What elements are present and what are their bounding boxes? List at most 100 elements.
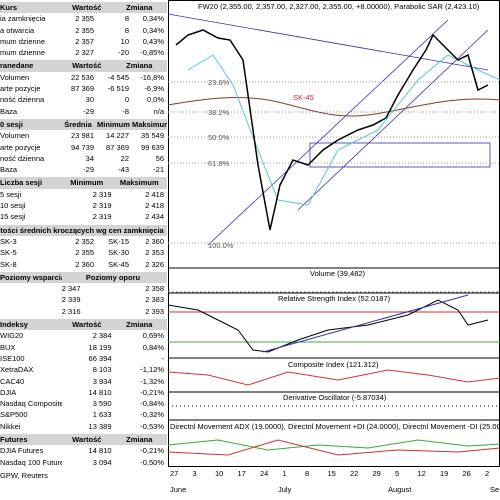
cell: DJIA xyxy=(0,387,17,397)
cell: 2 319 xyxy=(92,189,112,199)
cell: 14 227 xyxy=(106,131,129,141)
cell: ność dzienna xyxy=(0,153,45,163)
axis-label: 22 xyxy=(350,469,358,478)
fib-label: 61.8% xyxy=(208,159,230,168)
axis-label: 10 xyxy=(215,469,223,478)
cell: -0,85% xyxy=(140,48,164,58)
cell: -6,9% xyxy=(144,84,164,94)
axis-label: August xyxy=(388,485,412,494)
axis-label: 24 xyxy=(260,469,268,478)
header-cell: Poziomy oporu xyxy=(85,272,141,282)
cell: -29 xyxy=(83,106,94,116)
section-header: Kurs Wartość Zmiana xyxy=(0,2,167,14)
table-row: CAC40 3 934 -1,32% xyxy=(0,376,167,387)
cell: 22 536 xyxy=(71,72,94,82)
cell: 99 639 xyxy=(141,142,164,152)
cell: -21 xyxy=(153,165,164,175)
fib-label: 50.0% xyxy=(208,133,230,142)
cell: 14 810 xyxy=(88,387,112,397)
cell: 2 327 xyxy=(75,48,94,58)
axis-label: 26 xyxy=(463,469,471,478)
cell: -20 xyxy=(118,48,129,58)
cell: 2 316 xyxy=(61,306,81,316)
cell: 13 389 xyxy=(88,421,112,431)
cell: 1 633 xyxy=(92,410,112,420)
cell: 10 sesji xyxy=(0,201,26,211)
axis-label: 1 xyxy=(283,469,287,478)
table-row: DJIA 14 810 -0,21% xyxy=(0,387,167,398)
table-row: Baza -29 -8 n/a xyxy=(0,106,167,117)
cell: -1,12% xyxy=(140,365,164,375)
table-row: 10 sesji 2 319 2 418 xyxy=(0,200,167,211)
cell: 0,34% xyxy=(142,25,164,35)
cell: 94 739 xyxy=(71,142,94,152)
cell: mum dzienne xyxy=(0,48,46,58)
cell: 2 384 xyxy=(92,331,112,341)
x-axis: 27 3 10 17 24 1 8 15 22 29 5 12 19 26 2 June July August S… xyxy=(170,469,499,494)
cell: 2 355 xyxy=(75,25,94,35)
table-row: SK-5 2 355 SK-30 2 353 xyxy=(0,247,167,258)
cell: 2 352 xyxy=(75,236,94,246)
cell: -6 519 xyxy=(107,84,129,94)
table-row: mum dzienne 2 357 10 0,43% xyxy=(0,36,167,47)
cell: -0,21% xyxy=(140,387,164,397)
cell: -1,32% xyxy=(140,376,164,386)
header-cell: tości średnich kroczących wg cen zamknię… xyxy=(0,225,164,235)
header-cell: Wartość xyxy=(72,3,102,12)
table-row: Nikkei 13 389 -0,53% xyxy=(0,421,167,432)
cell: 2 434 xyxy=(145,212,164,222)
axis-label: 3 xyxy=(193,469,197,478)
table-row: 2 347 2 358 xyxy=(0,283,167,294)
table-row: Volumen 22 536 -4 545 -16,8% xyxy=(0,72,167,83)
header-cell: Zmiana xyxy=(126,61,153,71)
cell: 2 347 xyxy=(61,284,81,294)
cell: 2 360 xyxy=(145,236,164,246)
cell: 56 xyxy=(155,153,164,163)
header-cell: Futures xyxy=(0,434,28,444)
table-row: 5 sesji 2 319 2 418 xyxy=(0,189,167,200)
cell: 5 sesji xyxy=(0,189,22,199)
cell: 10 xyxy=(120,36,129,46)
cell: 2 358 xyxy=(145,284,164,294)
header-cell: Wartość xyxy=(72,434,102,444)
sk45-label: SK-45 xyxy=(293,93,314,102)
adx-title: Directnl Movement ADX (19.0000), Directn… xyxy=(170,422,500,431)
cell: mum dzienne xyxy=(0,36,46,46)
header-cell: Zmiana xyxy=(126,320,153,330)
header-cell: Średnia xyxy=(64,119,92,129)
section-header: 0 sesji Średnia Minimum Maksimum xyxy=(0,118,167,131)
panel-separators xyxy=(168,267,500,421)
section-header: tości średnich kroczących wg cen zamknię… xyxy=(0,224,167,236)
cell: 0,34% xyxy=(142,14,164,24)
table-row: 2 339 2 383 xyxy=(0,294,167,305)
cell: 2 418 xyxy=(145,189,164,199)
axis-label: 17 xyxy=(238,469,246,478)
table-row: ność dzienna 30 0 0,0% xyxy=(0,94,167,105)
cell: n/a xyxy=(153,106,164,116)
cell: SK-3 xyxy=(0,236,17,246)
table-row: Volumen 23 981 14 227 35 549 xyxy=(0,130,167,141)
table-row: a otwarcia 2 355 8 0,34% xyxy=(0,25,167,36)
table-row: XetraDAX 8 103 -1,12% xyxy=(0,364,167,375)
section-header: ranedane Wartość Zmiana xyxy=(0,60,167,72)
axis-label: 27 xyxy=(170,469,178,478)
cell: 35 549 xyxy=(141,131,164,141)
table-row: arte pozycje 94 739 87 369 99 639 xyxy=(0,142,167,153)
cell: arte pozycje xyxy=(0,84,41,94)
cell: 2 418 xyxy=(145,201,164,211)
cell: 23 981 xyxy=(71,131,94,141)
rsi-trend xyxy=(262,294,469,353)
cell: XetraDAX xyxy=(0,365,34,375)
header-cell: Zmiana xyxy=(126,434,153,444)
axis-label: July xyxy=(278,485,292,494)
volume-title: Volume (39,482) xyxy=(310,269,366,278)
header-cell: Poziomy wsparcia xyxy=(0,272,62,282)
cell: -43 xyxy=(118,165,129,175)
axis-label: 29 xyxy=(373,469,381,478)
cell: 2 353 xyxy=(145,248,164,258)
cell: SK-8 xyxy=(0,259,17,269)
header-cell: Maksimum xyxy=(119,178,159,188)
fib-label: 100.0% xyxy=(208,241,234,250)
cell: 2 355 xyxy=(75,248,94,258)
